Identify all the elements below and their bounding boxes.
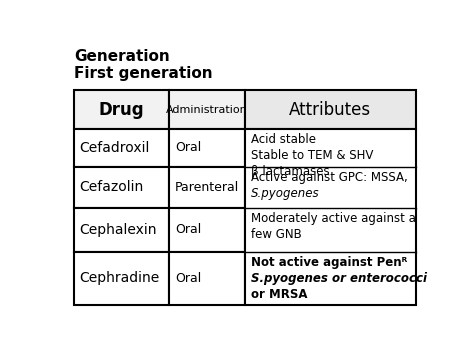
Text: Cefazolin: Cefazolin — [80, 180, 144, 195]
Text: First generation: First generation — [74, 66, 212, 81]
Bar — [245, 91, 416, 129]
Bar — [169, 129, 245, 167]
Text: Stable to TEM & SHV: Stable to TEM & SHV — [251, 149, 374, 162]
Text: Cefadroxil: Cefadroxil — [80, 141, 150, 155]
Text: Drug: Drug — [99, 100, 145, 119]
Text: or MRSA: or MRSA — [251, 288, 308, 301]
Bar — [169, 167, 245, 208]
Bar — [245, 129, 416, 305]
Text: Oral: Oral — [175, 223, 201, 236]
Text: S.pyogenes: S.pyogenes — [251, 187, 320, 200]
Text: Attributes: Attributes — [289, 100, 371, 119]
Text: Oral: Oral — [175, 272, 201, 285]
Bar — [74, 167, 170, 208]
Text: β lactamases: β lactamases — [251, 164, 330, 178]
Bar — [169, 208, 245, 252]
Bar — [74, 208, 170, 252]
Text: few GNB: few GNB — [251, 228, 302, 241]
Bar — [169, 91, 245, 129]
Bar — [74, 252, 170, 305]
Text: Cephradine: Cephradine — [80, 271, 160, 285]
Text: Moderately active against a: Moderately active against a — [251, 212, 416, 225]
Text: Administration: Administration — [166, 105, 248, 115]
Text: Acid stable: Acid stable — [251, 133, 316, 146]
Text: Cephalexin: Cephalexin — [80, 223, 157, 237]
Bar — [74, 91, 170, 129]
Bar — [169, 252, 245, 305]
Text: Oral: Oral — [175, 141, 201, 154]
Text: S.pyogenes or enterococci: S.pyogenes or enterococci — [251, 272, 428, 285]
Text: Not active against Penᴿ: Not active against Penᴿ — [251, 256, 408, 269]
Bar — [74, 129, 170, 167]
Text: Generation: Generation — [74, 49, 170, 65]
Text: Parenteral: Parenteral — [175, 181, 239, 194]
Text: Active against GPC: MSSA,: Active against GPC: MSSA, — [251, 171, 408, 184]
